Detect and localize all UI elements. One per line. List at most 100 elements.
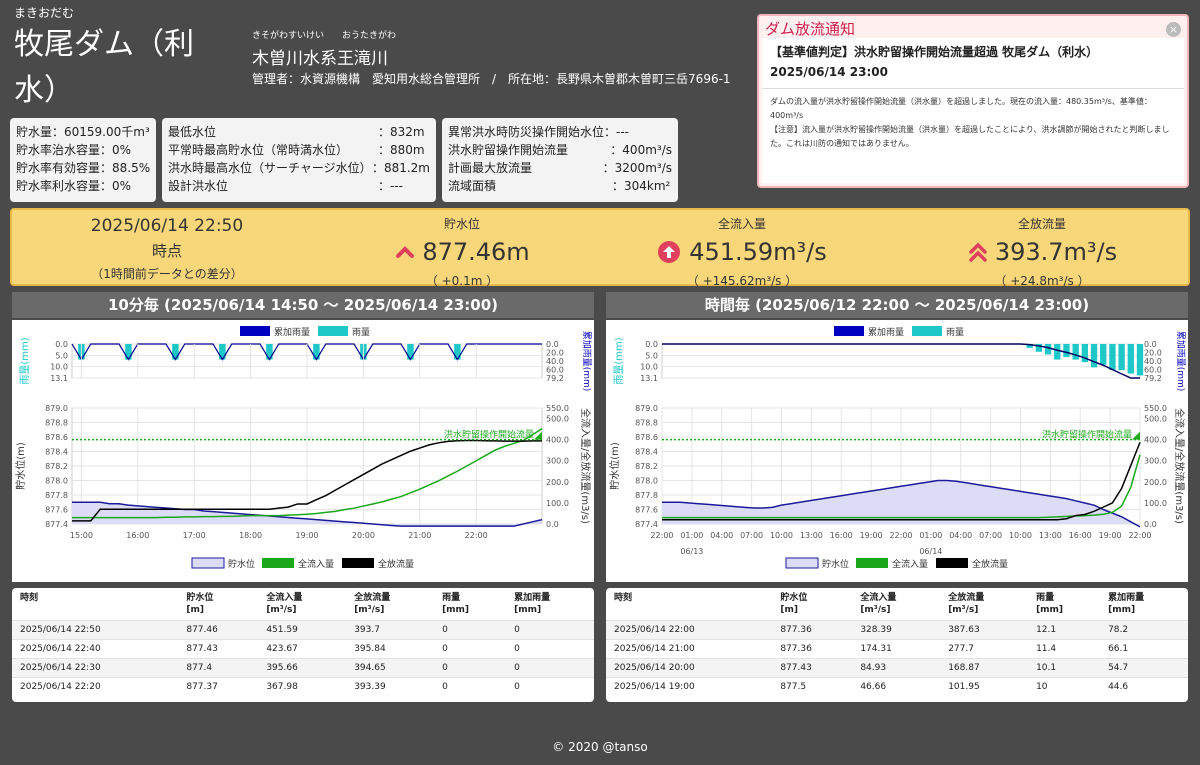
table-row: 2025/06/14 22:20 877.37 367.98 393.39 0 0: [12, 677, 594, 697]
x-tick-label: 22:00: [465, 531, 488, 540]
flow-tick-label: 400.0: [546, 436, 569, 445]
info-label: 貯水率有効容量：88.5%: [16, 161, 151, 175]
table-cell: 44.6: [1100, 677, 1188, 697]
x-tick-label: 18:00: [239, 531, 262, 540]
admin-info: 管理者：水資源機構 愛知用水総合管理所 / 所在地：長野県木曽郡木曽町三岳769…: [252, 72, 731, 86]
x-tick-label: 16:00: [830, 531, 853, 540]
table-cell: 2025/06/14 22:50: [12, 620, 179, 640]
cum-rain-tick-label: 79.2: [546, 374, 564, 383]
x-tick-label: 01:00: [919, 531, 942, 540]
x-tick-label: 04:00: [949, 531, 972, 540]
cum-rain-tick-label: 20.0: [1144, 349, 1162, 358]
rain-tick-label: 13.1: [640, 374, 658, 383]
table-row: 2025/06/14 22:40 877.43 423.67 395.84 0 0: [12, 639, 594, 659]
table-cell: 277.7: [940, 639, 1029, 659]
table-cell: 2025/06/14 22:30: [12, 658, 179, 678]
info-label: 洪水貯留操作開始流量: [448, 143, 569, 157]
flood-threshold-marker: [534, 431, 542, 440]
flow-tick-label: 100.0: [1144, 499, 1167, 508]
x-tick-label: 22:00: [889, 531, 912, 540]
level-value: 877.46m: [422, 238, 530, 266]
legend-swatch-inflow: [856, 558, 888, 568]
cum-rain-tick-label: 60.0: [546, 366, 564, 375]
x-tick-label: 19:00: [1099, 531, 1122, 540]
double-chevron-up-icon: [969, 242, 987, 262]
legend-label-cum-rain: 累加雨量: [274, 327, 310, 338]
level-tick-label: 878.0: [45, 477, 68, 486]
table-row: 2025/06/14 19:00 877.5 46.66 101.95 10 44.6: [606, 677, 1188, 697]
level-tick-label: 878.6: [45, 433, 68, 442]
info-value: ：881.2m: [371, 161, 430, 175]
table-cell: 877.36: [772, 620, 853, 640]
current-summary-bar: 2025/06/14 22:50 時点 （1時間前データとの差分） 貯水位 87…: [10, 208, 1190, 288]
river-ruby: きそがわすいけい おうたきがわ: [252, 31, 397, 41]
rain-bar: [125, 344, 132, 360]
level-tick-label: 879.0: [635, 404, 658, 413]
outflow-label: 全放流量: [1017, 217, 1066, 231]
table-cell: 168.87: [940, 658, 1029, 678]
info-row: 貯水率治水容量：0%: [16, 141, 150, 159]
table-cell: 0: [506, 639, 594, 659]
x-tick-label: 22:00: [1128, 531, 1151, 540]
legend-swatch-outflow: [342, 558, 374, 568]
col-header-rain: 雨量 [mm]: [442, 593, 470, 615]
info-value: ：400m³/s: [610, 143, 672, 157]
table-cell: 0: [434, 620, 507, 640]
storage-info-box: 貯水量：60159.00千m³ 貯水率治水容量：0% 貯水率有効容量：88.5%…: [10, 118, 156, 202]
info-label: 貯水率利水容量：0%: [16, 179, 132, 193]
flow-tick-label: 300.0: [546, 457, 569, 466]
rain-axis-title: 雨量(mm): [19, 337, 31, 384]
close-icon[interactable]: ×: [1166, 22, 1181, 37]
flood-threshold-label: 洪水貯留操作開始流量: [444, 429, 534, 441]
info-value: ：880m: [378, 143, 425, 157]
table-cell: 2025/06/14 22:20: [12, 677, 179, 697]
rain-bar: [1072, 344, 1079, 360]
chart-hourly-svg: 累加雨量 雨量0.05.010.013.10.020.040.060.079.2雨…: [608, 326, 1186, 570]
info-row: 貯水量：60159.00千m³: [16, 123, 150, 141]
flood-threshold-label: 洪水貯留操作開始流量: [1042, 429, 1132, 441]
table-cell: 877.5: [772, 677, 853, 697]
table-cell: 328.39: [852, 620, 941, 640]
table-cell: 54.7: [1100, 658, 1188, 678]
chevron-up-icon: [396, 246, 415, 258]
inflow-label: 全流入量: [717, 217, 766, 231]
info-row: 異常洪水時防災操作開始水位：---: [448, 123, 672, 141]
table-row: 2025/06/14 22:50 877.46 451.59 393.7 0 0: [12, 620, 594, 640]
info-row: 洪水時最高水位（サーチャージ水位） ：881.2m: [168, 159, 430, 177]
release-notice-panel: ダム放流通知 × 【基準値判定】洪水貯留操作開始流量超過 牧尾ダム（利水） 20…: [757, 14, 1189, 188]
level-tick-label: 878.8: [45, 419, 68, 428]
table-cell: 0: [434, 658, 507, 678]
rain-bar: [172, 344, 179, 360]
cum-rain-axis-title: 累加雨量(mm): [581, 331, 592, 392]
info-row: 計画最大放流量 ：3200m³/s: [448, 159, 672, 177]
table-cell: 78.2: [1100, 620, 1188, 640]
notice-body: 【基準値判定】洪水貯留操作開始流量超過 牧尾ダム（利水） 2025/06/14 …: [762, 38, 1184, 183]
dam-name-ruby: まきおだむ: [14, 6, 75, 20]
rain-tick-label: 0.0: [55, 340, 68, 349]
table-cell: 174.31: [852, 639, 941, 659]
rain-bar: [266, 344, 273, 360]
info-row: 最低水位 ：832m: [168, 123, 430, 141]
x-tick-label: 19:00: [860, 531, 883, 540]
flow-tick-label: 100.0: [546, 499, 569, 508]
flow-info-box: 異常洪水時防災操作開始水位：--- 洪水貯留操作開始流量 ：400m³/s 計画最…: [442, 118, 678, 202]
legend-swatch-level: [191, 557, 225, 569]
cum-rain-tick-label: 60.0: [1144, 366, 1162, 375]
info-row: 貯水率利水容量：0%: [16, 177, 150, 195]
flow-tick-label: 200.0: [546, 478, 569, 487]
rain-tick-label: 10.0: [640, 363, 658, 372]
table-cell: 2025/06/14 22:40: [12, 639, 179, 659]
x-tick-label: 19:00: [295, 531, 318, 540]
table-cell: 2025/06/14 20:00: [606, 658, 773, 678]
legend-label-level: 貯水位: [822, 558, 849, 570]
cum-rain-axis-title: 累加雨量(mm): [1175, 331, 1186, 392]
flow-tick-label: 550.0: [546, 404, 569, 413]
notice-headline: 【基準値判定】洪水貯留操作開始流量超過 牧尾ダム（利水） 2025/06/14 …: [770, 45, 1099, 79]
rain-bar: [1044, 344, 1052, 355]
table-row: 2025/06/14 20:00 877.43 84.93 168.87 10.1 54.…: [606, 658, 1188, 678]
x-tick-label: 07:00: [979, 531, 1002, 540]
table-cell: 10: [1028, 677, 1101, 697]
summary-datetime: 2025/06/14 22:50: [90, 216, 244, 236]
table-cell: 11.4: [1028, 639, 1101, 659]
legend-swatch-outflow: [936, 558, 968, 568]
